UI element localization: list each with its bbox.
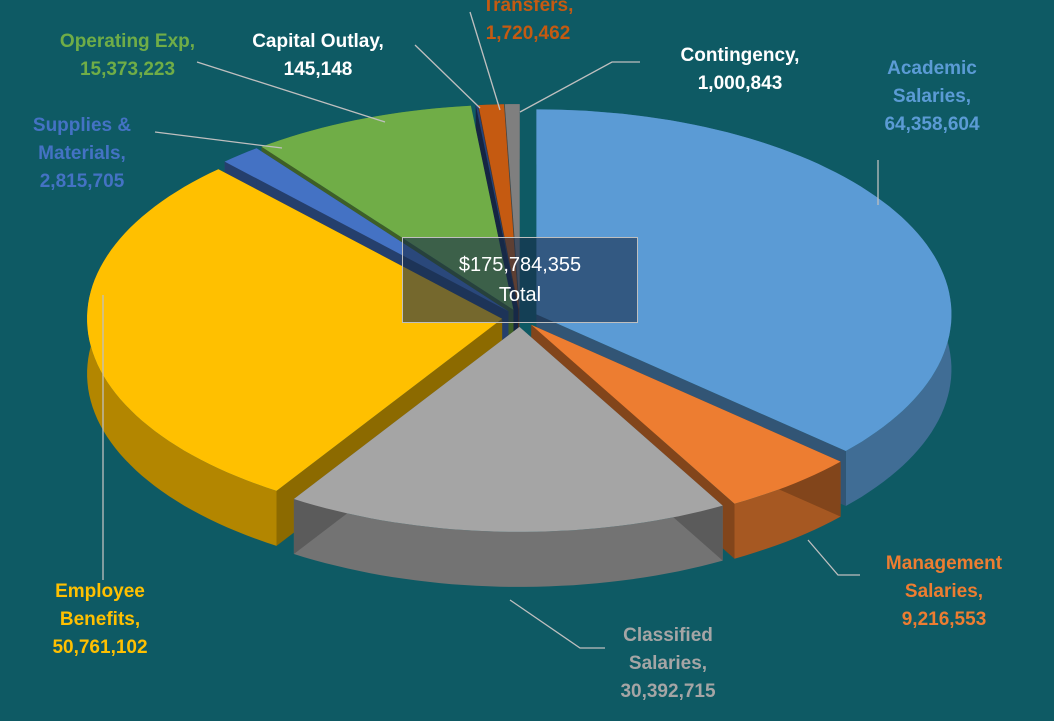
value-label: 1,000,843 bbox=[697, 73, 783, 94]
leader-line bbox=[196, 61, 386, 123]
leader-line bbox=[519, 61, 640, 113]
data-label: Capital Outlay, 145,148 bbox=[223, 28, 413, 84]
value-label: 30,392,715 bbox=[620, 681, 716, 702]
data-label: Management Salaries, 9,216,553 bbox=[854, 550, 1034, 634]
category-label: Transfers, bbox=[482, 0, 574, 16]
leader-line bbox=[509, 599, 605, 649]
value-label: 50,761,102 bbox=[52, 637, 148, 658]
total-value: $175,784,355 bbox=[458, 254, 582, 276]
value-label: 9,216,553 bbox=[901, 609, 987, 630]
value-label: 15,373,223 bbox=[79, 59, 176, 80]
slice-side bbox=[293, 499, 723, 587]
slice bbox=[87, 169, 503, 491]
value-label: 145,148 bbox=[283, 59, 353, 80]
category-label: Management Salaries, bbox=[885, 553, 1003, 602]
slice bbox=[531, 324, 841, 504]
category-label: Capital Outlay, bbox=[252, 31, 384, 52]
data-label: Employee Benefits, 50,761,102 bbox=[25, 578, 175, 662]
value-label: 64,358,604 bbox=[884, 114, 980, 135]
total-label: Total bbox=[498, 284, 542, 306]
data-label: Contingency, 1,000,843 bbox=[640, 42, 840, 98]
data-label: Supplies & Materials, 2,815,705 bbox=[2, 112, 162, 196]
value-label: 1,720,462 bbox=[485, 23, 571, 44]
value-label: 2,815,705 bbox=[39, 171, 125, 192]
slice bbox=[536, 109, 952, 452]
data-label: Academic Salaries, 64,358,604 bbox=[857, 55, 1007, 139]
category-label: Academic Salaries, bbox=[887, 58, 977, 107]
data-label: Transfers, 1,720,462 bbox=[453, 0, 603, 48]
data-label: Operating Exp, 15,373,223 bbox=[20, 28, 235, 84]
category-label: Classified Salaries, bbox=[623, 625, 713, 674]
category-label: Employee Benefits, bbox=[55, 581, 145, 630]
category-label: Operating Exp, bbox=[59, 31, 196, 52]
leader-line bbox=[469, 11, 501, 111]
total-box: $175,784,355 Total bbox=[402, 237, 638, 323]
category-label: Supplies & Materials, bbox=[32, 115, 132, 164]
leader-line bbox=[807, 539, 860, 576]
leader-line bbox=[154, 131, 283, 149]
data-label: Classified Salaries, 30,392,715 bbox=[593, 622, 743, 706]
slice bbox=[293, 326, 723, 532]
category-label: Contingency, bbox=[680, 45, 800, 66]
leader-line bbox=[414, 44, 481, 109]
